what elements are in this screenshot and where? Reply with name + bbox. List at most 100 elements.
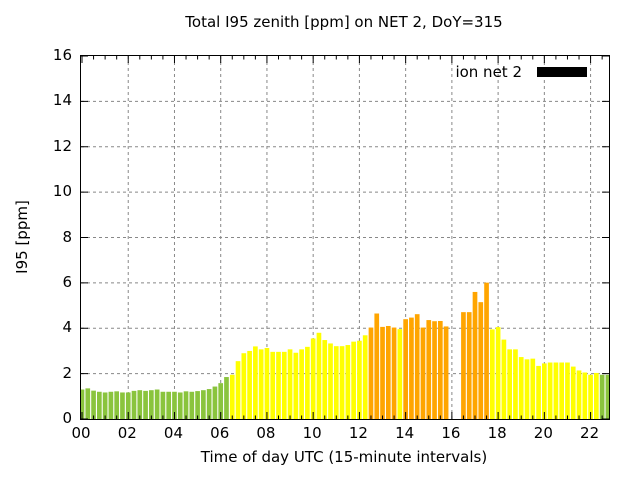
- y-tick-label-16: 16: [52, 46, 72, 64]
- bar-00:30: [91, 390, 96, 419]
- bar-11:15: [339, 346, 345, 419]
- bar-14:00: [403, 319, 408, 419]
- bar-03:15: [154, 389, 160, 419]
- bar-11:30: [345, 345, 351, 419]
- bar-22:45: [605, 374, 609, 419]
- legend-swatch: [537, 67, 587, 77]
- bar-16:45: [466, 312, 472, 419]
- bar-06:45: [235, 361, 241, 419]
- bar-13:30: [391, 327, 397, 419]
- bar-21:30: [576, 370, 582, 419]
- bar-19:15: [524, 359, 530, 419]
- bar-03:30: [160, 391, 166, 419]
- bar-15:00: [426, 320, 432, 419]
- bar-04:00: [172, 391, 177, 419]
- bar-18:00: [495, 327, 501, 419]
- bar-20:45: [559, 362, 565, 419]
- bar-04:30: [183, 391, 189, 419]
- chart-title: Total I95 zenith [ppm] on NET 2, DoY=315: [185, 13, 503, 31]
- bar-07:00: [241, 353, 247, 419]
- bar-14:30: [414, 314, 420, 419]
- x-tick-label-14: 14: [395, 424, 415, 442]
- bar-05:30: [206, 389, 212, 419]
- legend: ion net 2: [455, 63, 587, 81]
- y-tick-label-12: 12: [52, 136, 72, 155]
- bar-12:00: [357, 340, 362, 419]
- bar-02:45: [143, 390, 148, 419]
- bar-05:15: [201, 390, 206, 419]
- bar-02:00: [125, 392, 131, 419]
- bar-17:45: [489, 329, 495, 419]
- bar-13:15: [385, 325, 391, 419]
- bar-20:30: [553, 362, 559, 419]
- bar-16:30: [461, 312, 466, 419]
- bar-17:30: [484, 282, 489, 419]
- x-axis-label: Time of day UTC (15-minute intervals): [200, 448, 488, 466]
- bar-09:00: [287, 349, 293, 419]
- bar-09:45: [305, 346, 310, 419]
- x-tick-label-20: 20: [533, 424, 553, 442]
- bar-18:15: [501, 339, 507, 419]
- bar-08:15: [270, 351, 276, 419]
- bar-19:45: [536, 365, 541, 419]
- x-tick-label-22: 22: [580, 424, 600, 442]
- y-tick-label-14: 14: [52, 91, 72, 110]
- bar-10:30: [322, 340, 328, 419]
- bar-02:30: [137, 390, 143, 419]
- bar-10:15: [316, 332, 322, 419]
- x-tick-label-00: 00: [71, 424, 91, 442]
- bar-19:00: [518, 357, 524, 419]
- plot-canvas: [81, 56, 609, 419]
- bar-14:45: [420, 327, 426, 419]
- bar-21:45: [582, 372, 588, 419]
- y-tick-label-4: 4: [62, 318, 72, 337]
- bar-00:15: [85, 388, 91, 419]
- x-tick-label-08: 08: [256, 424, 276, 442]
- bar-06:15: [224, 377, 229, 419]
- bar-09:30: [299, 349, 304, 419]
- y-tick-label-2: 2: [62, 363, 72, 382]
- bar-10:45: [328, 343, 333, 419]
- legend-series-label: ion net 2: [455, 63, 522, 81]
- bar-00:00: [81, 389, 85, 419]
- y-tick-label-8: 8: [62, 227, 72, 246]
- x-tick-label-18: 18: [487, 424, 507, 442]
- bar-19:30: [530, 358, 536, 419]
- bar-12:45: [374, 313, 380, 419]
- bar-07:15: [247, 350, 252, 419]
- bar-22:30: [599, 374, 605, 419]
- x-tick-label-10: 10: [302, 424, 322, 442]
- bar-00:45: [97, 391, 102, 419]
- bar-02:15: [131, 390, 137, 419]
- y-tick-label-6: 6: [62, 272, 72, 291]
- bar-01:45: [120, 392, 125, 419]
- bar-17:00: [472, 291, 478, 419]
- bar-18:30: [507, 349, 513, 419]
- x-tick-label-16: 16: [441, 424, 461, 442]
- bar-12:15: [362, 335, 368, 419]
- bar-11:00: [333, 346, 339, 419]
- bar-07:45: [258, 349, 264, 419]
- x-tick-label-04: 04: [163, 424, 184, 442]
- bar-17:15: [478, 302, 484, 419]
- bar-21:15: [570, 366, 576, 419]
- bar-12:30: [368, 327, 374, 419]
- bar-13:00: [380, 326, 385, 419]
- bar-20:00: [542, 363, 547, 419]
- bar-06:00: [218, 383, 224, 419]
- bar-01:30: [114, 391, 120, 419]
- bar-13:45: [397, 329, 403, 419]
- bar-03:45: [166, 391, 172, 419]
- bar-08:45: [281, 351, 287, 419]
- bar-11:45: [351, 341, 356, 419]
- bar-04:15: [177, 392, 183, 419]
- x-tick-label-06: 06: [210, 424, 230, 442]
- bar-20:15: [547, 362, 553, 419]
- bar-15:15: [432, 321, 437, 419]
- plot-area: ion net 2: [80, 55, 610, 420]
- x-tick-label-12: 12: [348, 424, 368, 442]
- bar-14:15: [409, 317, 414, 419]
- bar-22:00: [588, 374, 593, 419]
- bar-08:00: [264, 347, 270, 419]
